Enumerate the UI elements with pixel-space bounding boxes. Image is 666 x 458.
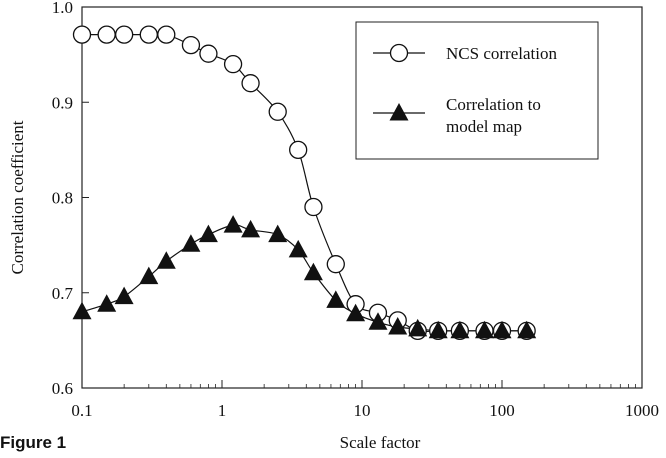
x-tick-label: 10 <box>354 401 371 420</box>
ncs-correlation-point <box>139 25 158 44</box>
model-map-correlation-point <box>428 320 448 339</box>
y-tick-label: 0.9 <box>52 93 73 112</box>
model-map-correlation-point <box>97 294 117 312</box>
y-tick-label: 0.7 <box>52 284 74 303</box>
ncs-correlation-point <box>181 35 201 55</box>
model-map-correlation-point <box>408 318 428 337</box>
model-map-correlation-point <box>223 215 243 233</box>
model-map-correlation-point <box>368 312 388 330</box>
model-map-correlation-point <box>517 320 537 339</box>
ncs-correlation-point <box>97 25 116 44</box>
model-map-correlation-point <box>114 286 134 305</box>
ncs-correlation-point <box>289 140 308 160</box>
legend-label: NCS correlation <box>446 44 557 63</box>
legend-triangle-marker <box>389 103 409 121</box>
y-tick-label: 0.6 <box>52 379 73 398</box>
x-tick-label: 1 <box>218 401 227 420</box>
legend-circle-marker <box>389 43 409 63</box>
model-map-correlation-point <box>72 301 92 320</box>
model-map-correlation-point <box>241 219 261 238</box>
legend-label: Correlation to model map <box>446 95 541 136</box>
model-map-correlation-point <box>156 251 176 269</box>
x-tick-label: 0.1 <box>71 401 92 420</box>
ncs-correlation-point <box>241 74 260 93</box>
x-tick-label: 1000 <box>625 401 659 420</box>
data-markers <box>72 25 537 341</box>
ncs-correlation-point <box>199 44 218 63</box>
ncs-correlation-point <box>304 197 323 217</box>
model-map-correlation-point <box>268 224 288 243</box>
y-axis-title: Correlation coefficient <box>8 120 27 274</box>
ncs-correlation-point <box>223 55 243 74</box>
figure-label: Figure 1 <box>0 433 67 452</box>
ncs-correlation-point <box>114 25 134 44</box>
ncs-correlation-point <box>72 25 92 44</box>
ncs-correlation-point <box>157 25 176 44</box>
y-tick-label: 1.0 <box>52 0 73 17</box>
y-tick-label: 0.8 <box>52 189 73 208</box>
legend: NCS correlation Correlation to model map <box>355 21 599 160</box>
model-map-correlation-point <box>303 262 323 281</box>
model-map-correlation-point <box>346 303 366 322</box>
model-map-correlation-point <box>326 290 346 308</box>
legend-box <box>355 21 599 160</box>
model-map-correlation-point <box>181 234 201 252</box>
model-map-correlation-point <box>139 266 159 285</box>
model-map-correlation-point <box>388 317 408 335</box>
ncs-correlation-point <box>268 102 287 121</box>
model-map-correlation-point <box>492 320 512 339</box>
model-map-correlation-point <box>288 239 308 258</box>
model-map-correlation-point <box>450 320 470 339</box>
model-map-correlation-point <box>475 320 494 339</box>
model-map-correlation-point <box>198 224 218 243</box>
ncs-correlation-point <box>326 255 345 274</box>
x-tick-label: 100 <box>489 401 515 420</box>
axes: 0.1 1 10 100 1000 0.6 0.7 0.8 0.9 1.0 Scale factor… <box>8 0 659 452</box>
x-axis-title: Scale factor <box>340 433 421 452</box>
